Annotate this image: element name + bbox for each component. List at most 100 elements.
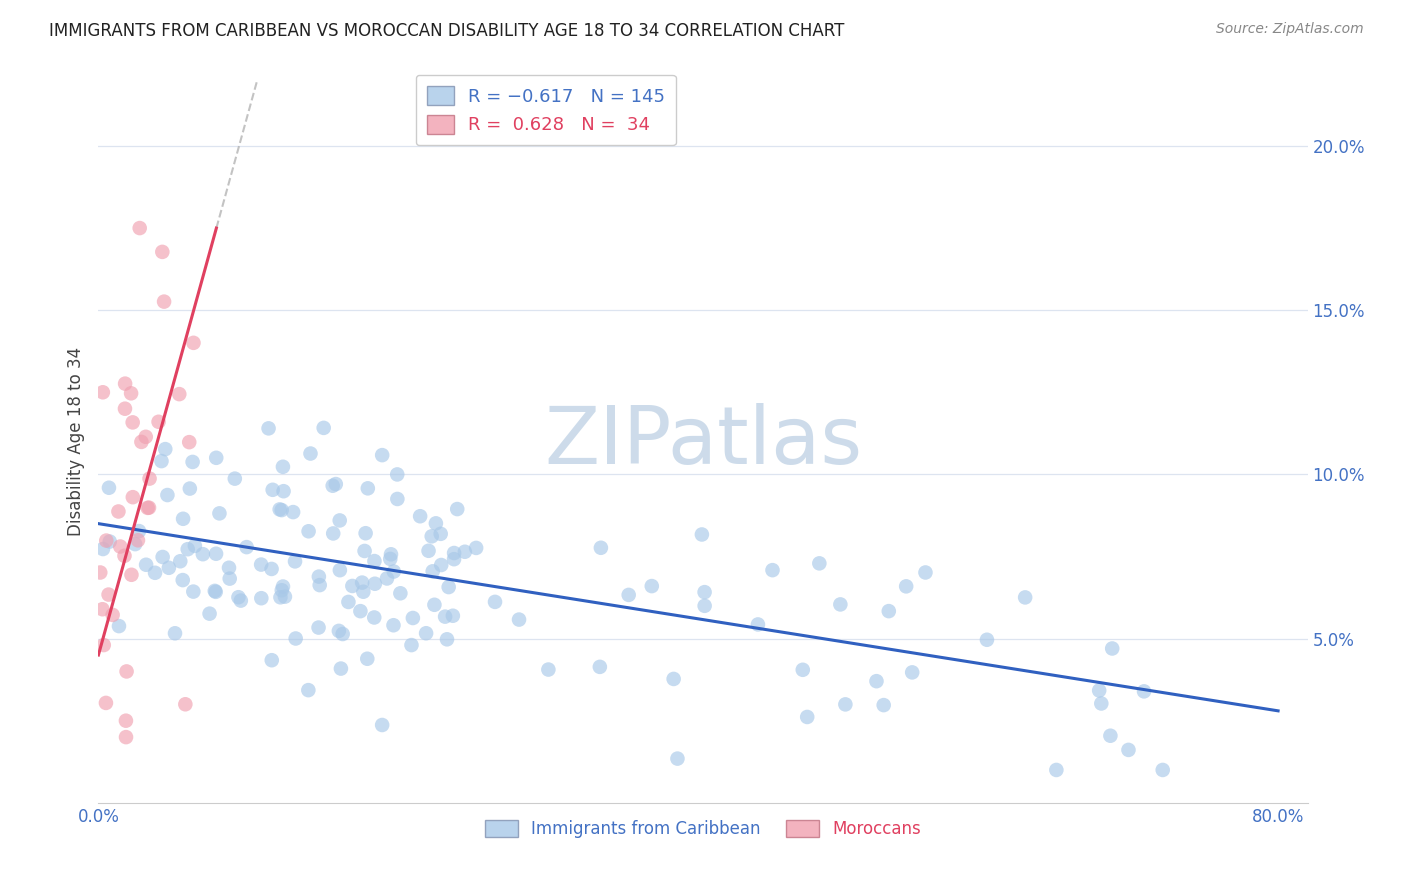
Point: [662, 672, 685, 686]
Point: [91, 541, 114, 556]
Point: [177, 542, 200, 557]
Point: [120, 386, 142, 401]
Point: [114, 376, 136, 391]
Point: [172, 512, 194, 526]
Point: [128, 524, 150, 538]
Point: [1090, 697, 1112, 711]
Point: [425, 516, 447, 531]
Point: [127, 533, 149, 548]
Point: [218, 572, 240, 586]
Point: [131, 434, 153, 449]
Point: [589, 541, 612, 555]
Point: [402, 611, 425, 625]
Point: [422, 564, 444, 578]
Legend: Immigrants from Caribbean, Moroccans: Immigrants from Caribbean, Moroccans: [478, 814, 928, 845]
Point: [269, 502, 291, 516]
Point: [329, 563, 352, 577]
Point: [308, 569, 330, 583]
Point: [114, 549, 136, 563]
Point: [371, 448, 394, 462]
Point: [356, 652, 378, 666]
Point: [382, 565, 405, 579]
Point: [156, 488, 179, 502]
Point: [155, 442, 177, 456]
Point: [191, 547, 214, 561]
Point: [271, 459, 294, 474]
Point: [1133, 684, 1156, 698]
Point: [281, 505, 304, 519]
Point: [169, 387, 191, 401]
Point: [325, 477, 347, 491]
Point: [354, 526, 377, 541]
Point: [91, 385, 114, 400]
Point: [114, 401, 136, 416]
Point: [430, 558, 453, 572]
Point: [1088, 683, 1111, 698]
Point: [896, 579, 918, 593]
Point: [690, 527, 713, 541]
Point: [97, 481, 120, 495]
Point: [322, 526, 344, 541]
Point: [198, 607, 221, 621]
Point: [342, 579, 364, 593]
Point: [274, 590, 297, 604]
Point: [877, 604, 900, 618]
Point: [138, 500, 160, 515]
Point: [873, 698, 896, 712]
Point: [91, 602, 114, 616]
Point: [322, 479, 344, 493]
Point: [97, 588, 120, 602]
Point: [205, 547, 228, 561]
Point: [308, 621, 330, 635]
Point: [1014, 591, 1036, 605]
Point: [387, 467, 409, 482]
Point: [257, 421, 280, 435]
Point: [375, 572, 398, 586]
Point: [172, 573, 194, 587]
Point: [1099, 729, 1122, 743]
Point: [693, 585, 716, 599]
Point: [184, 539, 207, 553]
Point: [297, 683, 319, 698]
Point: [312, 421, 335, 435]
Point: [329, 662, 352, 676]
Point: [101, 607, 124, 622]
Point: [747, 617, 769, 632]
Y-axis label: Disability Age 18 to 34: Disability Age 18 to 34: [67, 347, 86, 536]
Point: [865, 674, 887, 689]
Point: [508, 613, 530, 627]
Point: [107, 504, 129, 518]
Point: [124, 537, 146, 551]
Point: [150, 454, 173, 468]
Point: [96, 533, 118, 548]
Text: Source: ZipAtlas.com: Source: ZipAtlas.com: [1216, 22, 1364, 37]
Point: [205, 450, 228, 465]
Point: [641, 579, 664, 593]
Point: [415, 626, 437, 640]
Point: [136, 500, 159, 515]
Point: [914, 566, 936, 580]
Point: [423, 598, 446, 612]
Point: [401, 638, 423, 652]
Point: [537, 663, 560, 677]
Point: [484, 595, 506, 609]
Point: [181, 455, 204, 469]
Point: [115, 730, 138, 744]
Point: [380, 547, 402, 561]
Point: [454, 545, 477, 559]
Point: [224, 472, 246, 486]
Point: [163, 626, 186, 640]
Point: [135, 430, 157, 444]
Point: [270, 503, 292, 517]
Point: [235, 540, 257, 554]
Point: [208, 507, 231, 521]
Point: [152, 549, 174, 564]
Point: [976, 632, 998, 647]
Point: [693, 599, 716, 613]
Point: [218, 560, 240, 574]
Point: [108, 619, 131, 633]
Point: [284, 554, 307, 568]
Point: [204, 585, 226, 599]
Point: [115, 665, 138, 679]
Point: [179, 482, 201, 496]
